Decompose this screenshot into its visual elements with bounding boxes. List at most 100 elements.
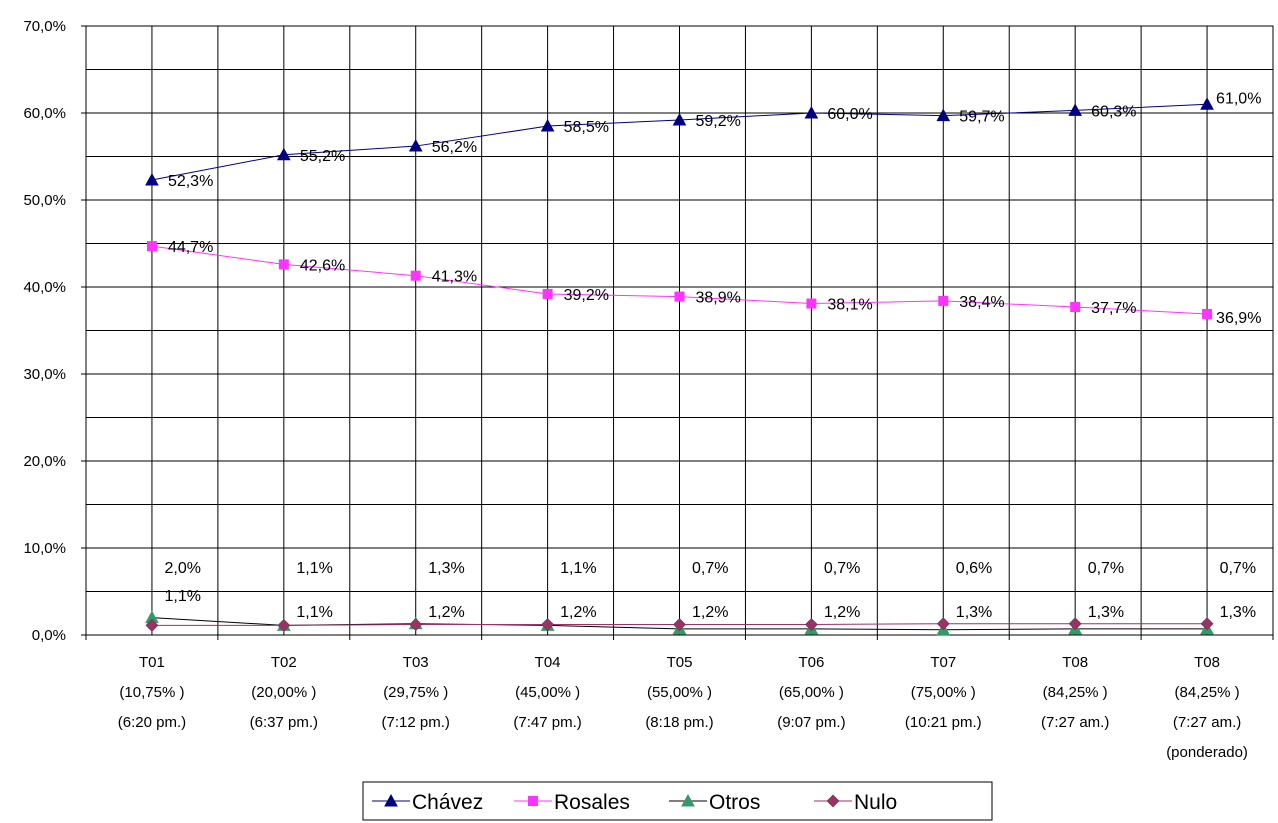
x-tick-label-line: T03 (403, 654, 429, 671)
data-label-chvez: 58,5% (564, 119, 609, 136)
y-tick-label: 10,0% (23, 540, 66, 557)
legend-label-chvez: Chávez (412, 791, 483, 814)
data-point-rosales (938, 296, 948, 306)
x-tick-label-line: T08 (1062, 654, 1088, 671)
data-point-rosales (806, 299, 816, 309)
data-label-nulo: 1,3% (956, 604, 992, 621)
data-label-otros: 2,0% (164, 560, 200, 577)
data-label-otros: 0,7% (692, 560, 728, 577)
x-tick-label: T04 (45,00% ) (7:47 pm.) (513, 654, 581, 731)
data-label-rosales: 38,1% (827, 297, 872, 314)
x-tick-label: T03 (29,75% ) (7:12 pm.) (382, 654, 450, 731)
x-tick-label-line: (75,00% ) (911, 684, 976, 701)
data-label-otros: 0,7% (824, 560, 860, 577)
x-tick-label-line: (7:47 pm.) (513, 714, 581, 731)
data-label-otros: 0,6% (956, 560, 992, 577)
data-point-chvez (1201, 98, 1213, 109)
data-label-rosales: 38,4% (959, 294, 1004, 311)
data-label-rosales: 38,9% (696, 290, 741, 307)
data-label-chvez: 56,2% (432, 139, 477, 156)
x-tick-label-line: T07 (930, 654, 956, 671)
x-tick-label-line: (84,25% ) (1043, 684, 1108, 701)
x-tick-label-line: (7:12 pm.) (382, 714, 450, 731)
data-label-chvez: 59,2% (696, 113, 741, 130)
y-tick-label: 20,0% (23, 453, 66, 470)
x-tick-label-line: (20,00% ) (251, 684, 316, 701)
x-tick-label: T07 (75,00% ) (10:21 pm.) (905, 654, 982, 731)
data-point-nulo (1069, 618, 1081, 630)
x-tick-label: T02 (20,00% ) (6:37 pm.) (250, 654, 318, 731)
data-label-chvez: 55,2% (300, 148, 345, 165)
legend-label-rosales: Rosales (554, 791, 630, 814)
x-tick-label-line: T08 (1194, 654, 1220, 671)
data-label-chvez: 59,7% (959, 109, 1004, 126)
x-tick-label-line: (29,75% ) (383, 684, 448, 701)
legend: Chávez Rosales Otros Nulo (363, 782, 992, 820)
x-tick-label-line: (ponderado) (1166, 744, 1248, 761)
x-tick-label-line: T01 (139, 654, 165, 671)
data-label-rosales: 42,6% (300, 257, 345, 274)
data-label-rosales: 41,3% (432, 269, 477, 286)
x-tick-label-line: (55,00% ) (647, 684, 712, 701)
x-tick-label-line: (84,25% ) (1175, 684, 1240, 701)
legend-label-nulo: Nulo (854, 791, 897, 814)
data-label-otros: 1,3% (428, 560, 464, 577)
data-label-nulo: 1,2% (824, 604, 860, 621)
y-tick-label: 70,0% (23, 18, 66, 35)
x-tick-label-line: T06 (798, 654, 824, 671)
x-tick-label-line: (7:27 am.) (1173, 714, 1241, 731)
data-label-nulo: 1,2% (560, 604, 596, 621)
x-tick-label: T08 (84,25% ) (7:27 am.) (ponderado) (1166, 654, 1248, 761)
x-tick-label-line: (65,00% ) (779, 684, 844, 701)
y-axis: 0,0% 10,0% 20,0% 30,0% 40,0% 50,0% 60,0% 70,0% (23, 18, 86, 644)
data-label-nulo: 1,1% (296, 604, 332, 621)
x-tick-label-line: (7:27 am.) (1041, 714, 1109, 731)
data-label-chvez: 52,3% (168, 173, 213, 190)
data-label-nulo: 1,2% (692, 604, 728, 621)
data-label-chvez: 60,3% (1091, 103, 1136, 120)
x-tick-label-line: (45,00% ) (515, 684, 580, 701)
legend-label-otros: Otros (709, 791, 760, 814)
data-point-rosales (411, 271, 421, 281)
data-point-rosales (147, 241, 157, 251)
x-tick-label-line: (6:20 pm.) (118, 714, 186, 731)
data-label-rosales: 36,9% (1216, 310, 1261, 327)
data-point-rosales (1202, 309, 1212, 319)
data-point-nulo (1201, 618, 1213, 630)
x-tick-label: T01 (10,75% ) (6:20 pm.) (118, 654, 186, 731)
y-tick-label: 0,0% (32, 627, 66, 644)
x-tick-label-line: (10,75% ) (119, 684, 184, 701)
y-tick-label: 30,0% (23, 366, 66, 383)
x-tick-label-line: (6:37 pm.) (250, 714, 318, 731)
data-label-chvez: 61,0% (1216, 90, 1261, 107)
data-label-otros: 0,7% (1220, 560, 1256, 577)
data-label-rosales: 44,7% (168, 239, 213, 256)
y-tick-label: 60,0% (23, 105, 66, 122)
data-label-nulo: 1,3% (1088, 604, 1124, 621)
legend-marker-rosales (528, 796, 538, 806)
data-point-nulo (937, 618, 949, 630)
y-tick-label: 50,0% (23, 192, 66, 209)
data-labels: 52,3%55,2%56,2%58,5% 59,2% 60,0% 59,7% 60,3%… (164, 90, 1261, 621)
x-tick-label-line: T04 (535, 654, 561, 671)
x-tick-label-line: (8:18 pm.) (645, 714, 713, 731)
data-point-rosales (279, 259, 289, 269)
data-label-otros: 1,1% (560, 560, 596, 577)
x-tick-label-line: (9:07 pm.) (777, 714, 845, 731)
x-tick-label-line: (10:21 pm.) (905, 714, 982, 731)
x-tick-label: T06 (65,00% ) (9:07 pm.) (777, 654, 845, 731)
x-tick-label: T05 (55,00% ) (8:18 pm.) (645, 654, 713, 731)
data-label-nulo: 1,3% (1220, 604, 1256, 621)
x-tick-label-line: T02 (271, 654, 297, 671)
data-point-rosales (543, 289, 553, 299)
data-label-nulo: 1,2% (428, 604, 464, 621)
x-tick-label: T08 (84,25% ) (7:27 am.) (1041, 654, 1109, 731)
x-axis: T01 (10,75% ) (6:20 pm.) T02 (20,00% ) (6:37 … (86, 635, 1273, 761)
data-label-otros: 1,1% (296, 560, 332, 577)
data-label-otros: 0,7% (1088, 560, 1124, 577)
data-label-rosales: 39,2% (564, 287, 609, 304)
data-label-rosales: 37,7% (1091, 300, 1136, 317)
data-point-rosales (1070, 302, 1080, 312)
data-point-rosales (675, 292, 685, 302)
